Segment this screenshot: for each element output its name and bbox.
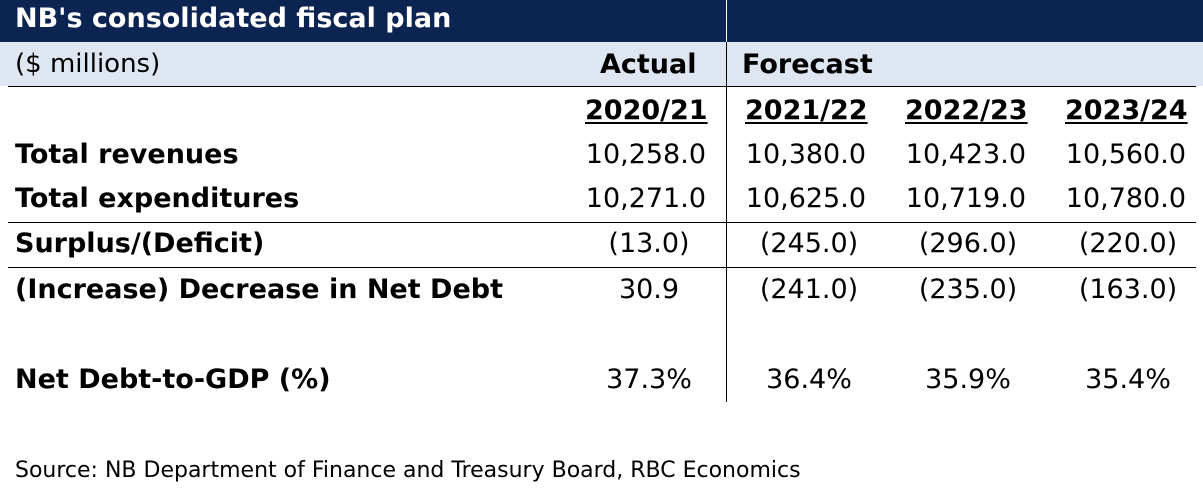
table-cell: 10,423.0	[905, 139, 1026, 170]
column-header-2020-21: 2020/21	[585, 95, 708, 126]
table-cell: 35.4%	[1085, 364, 1171, 395]
table-cell: 10,719.0	[905, 183, 1026, 214]
source-note: Source: NB Department of Finance and Tre…	[15, 458, 801, 483]
header-band	[0, 42, 1203, 86]
units-label: ($ millions)	[15, 49, 161, 79]
table-cell: (245.0)	[759, 228, 859, 259]
table-cell: 36.4%	[766, 364, 852, 395]
table-cell: 35.9%	[925, 364, 1011, 395]
table-cell: 10,560.0	[1065, 139, 1186, 170]
row-label-total-revenues: Total revenues	[15, 139, 239, 170]
column-header-2021-22: 2021/22	[745, 95, 868, 126]
actual-header: Actual	[600, 49, 697, 80]
table-cell: 10,380.0	[745, 139, 866, 170]
table-cell: 10,625.0	[745, 183, 866, 214]
rule-before-net-debt	[8, 267, 1196, 268]
table-cell: 30.9	[618, 274, 680, 305]
row-label-surplus-deficit: Surplus/(Deficit)	[15, 228, 265, 259]
row-label-total-expenditures: Total expenditures	[15, 183, 300, 214]
table-cell: (296.0)	[918, 228, 1018, 259]
table-cell: (163.0)	[1078, 274, 1178, 305]
forecast-header: Forecast	[742, 49, 873, 80]
table-cell: (220.0)	[1078, 228, 1178, 259]
table-cell: 10,271.0	[585, 183, 706, 214]
row-label-net-debt-to-gdp: Net Debt-to-GDP (%)	[15, 364, 331, 395]
row-label-net-debt-change: (Increase) Decrease in Net Debt	[15, 274, 503, 305]
table-title: NB's consolidated fiscal plan	[15, 3, 452, 34]
table-cell: (241.0)	[759, 274, 859, 305]
column-header-2022-23: 2022/23	[905, 95, 1028, 126]
table-cell: (235.0)	[918, 274, 1018, 305]
table-cell: (13.0)	[608, 228, 690, 259]
rule-before-surplus	[8, 222, 1196, 223]
table-cell: 10,258.0	[585, 139, 706, 170]
column-header-2023-24: 2023/24	[1065, 95, 1188, 126]
table-cell: 10,780.0	[1065, 183, 1186, 214]
table-cell: 37.3%	[606, 364, 692, 395]
title-divider	[726, 0, 727, 42]
header-rule	[8, 86, 1196, 87]
title-bar	[0, 0, 1203, 42]
